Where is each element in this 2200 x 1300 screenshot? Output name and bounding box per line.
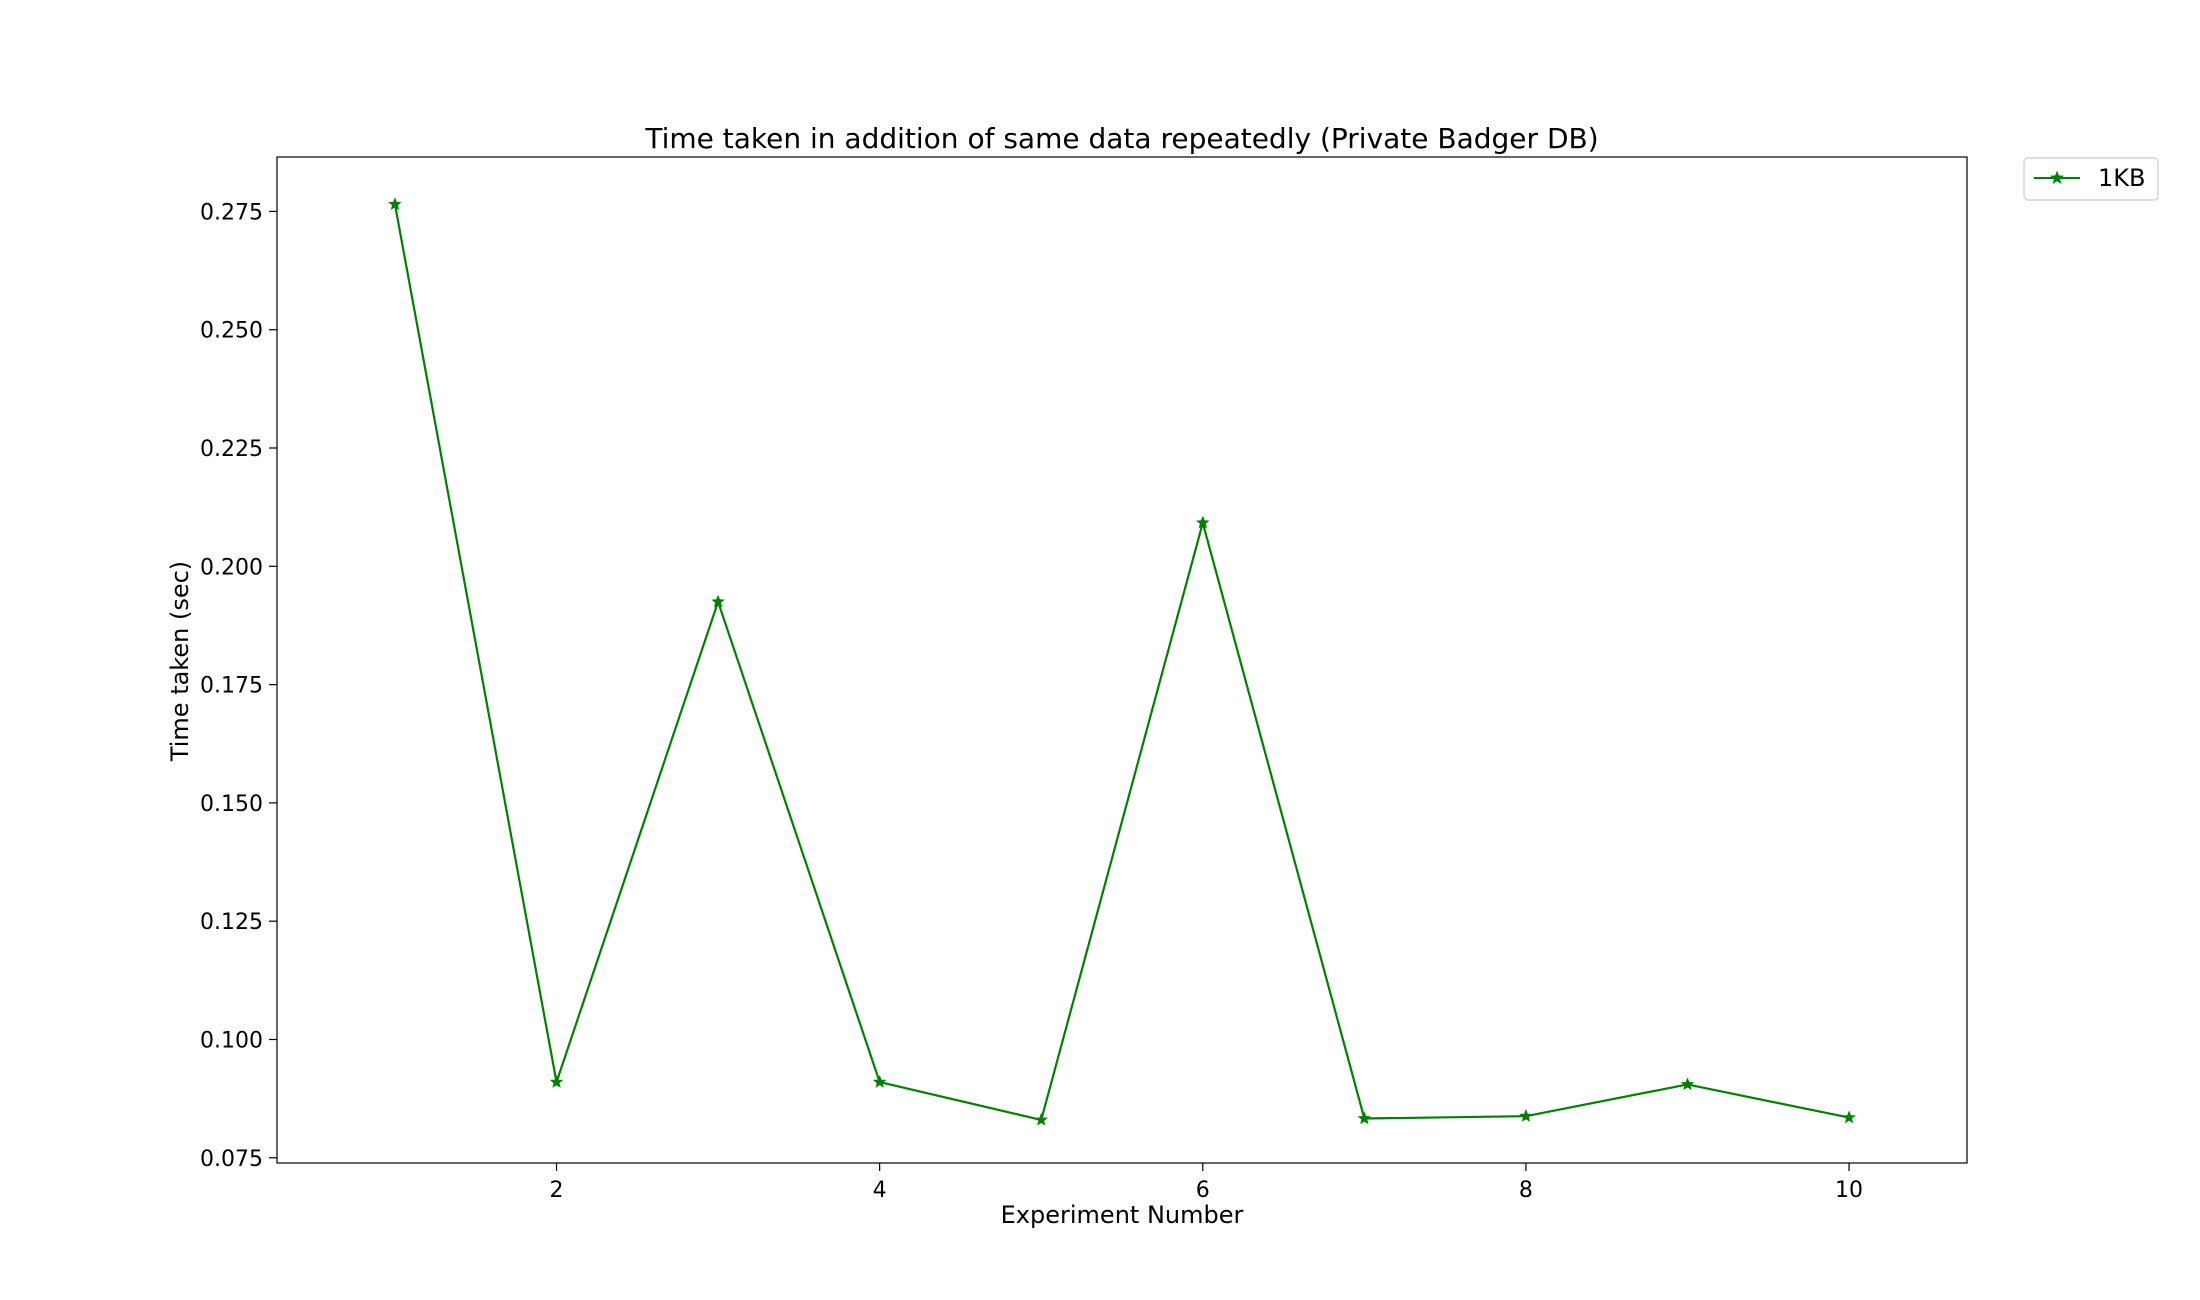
y-tick-label: 0.100 [200, 1028, 263, 1053]
data-point [1519, 1109, 1533, 1122]
data-point [549, 1074, 564, 1088]
series-layer [388, 197, 1856, 1126]
data-point [388, 197, 402, 211]
x-axis-label: Experiment Number [1001, 1201, 1244, 1229]
data-point [1680, 1077, 1695, 1091]
x-tick-label: 4 [873, 1178, 887, 1203]
y-tick-label: 0.150 [200, 792, 263, 817]
legend-label-1kb: 1KB [2098, 164, 2145, 192]
x-tick-label: 6 [1196, 1178, 1210, 1203]
series-line-1kb [393, 204, 1850, 1122]
legend-marker-1kb [2049, 170, 2065, 184]
legend: 1KB [2023, 157, 2159, 201]
x-tick-label: 2 [550, 1178, 564, 1203]
y-tick-label: 0.250 [200, 319, 263, 344]
y-tick-label: 0.275 [200, 200, 263, 225]
x-tick-label: 8 [1519, 1178, 1533, 1203]
y-tick-label: 0.125 [200, 910, 263, 935]
legend-box [2023, 157, 2159, 201]
data-point [1842, 1110, 1856, 1124]
y-tick-label: 0.175 [200, 674, 263, 699]
y-axis-label: Time taken (sec) [166, 561, 194, 762]
y-tick-label: 0.225 [200, 437, 263, 462]
y-axis-ticks: 0.075 0.100 0.125 0.150 0.175 0.200 0.225 0.250… [200, 200, 277, 1172]
y-tick-label: 0.075 [200, 1147, 263, 1172]
data-point [872, 1074, 887, 1088]
x-tick-label: 10 [1835, 1178, 1863, 1203]
plot-area-frame [276, 156, 1968, 1164]
data-point [1357, 1111, 1372, 1125]
x-axis-ticks: 2 4 6 8 10 [550, 1163, 1863, 1203]
data-point [1034, 1112, 1048, 1126]
data-point [711, 594, 725, 608]
data-point [1196, 515, 1210, 529]
chart-title: Time taken in addition of same data repe… [644, 122, 1598, 155]
y-tick-label: 0.200 [200, 555, 263, 580]
